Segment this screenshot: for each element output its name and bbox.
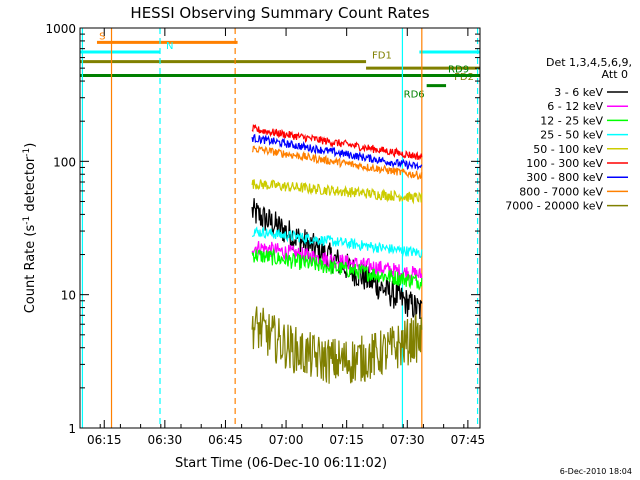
y-tick-label-3: 1000 xyxy=(45,22,76,36)
legend-label-3: 25 - 50 keV xyxy=(540,129,603,142)
flag-label-fd2: FD2 xyxy=(454,72,474,83)
x-tick-label-3: 07:00 xyxy=(269,433,304,447)
legend-label-8: 7000 - 20000 keV xyxy=(505,200,603,213)
series-line-1 xyxy=(251,241,423,282)
y-label-sup-2: -1 xyxy=(22,148,32,157)
plot-frame xyxy=(79,27,481,429)
flag-label-rd6: RD6 xyxy=(404,90,425,101)
y-axis-label: Count Rate (s-1 detector-1) xyxy=(22,143,38,314)
legend-label-6: 300 - 800 keV xyxy=(526,171,603,184)
series-line-6 xyxy=(251,133,423,171)
y-label-part-3: ) xyxy=(23,143,38,148)
y-tick-label-1: 10 xyxy=(61,289,76,303)
series-layer xyxy=(251,123,423,384)
legend-label-5: 100 - 300 keV xyxy=(526,157,603,170)
x-tick-label-5: 07:30 xyxy=(390,433,425,447)
y-label-part-1: Count Rate (s xyxy=(23,225,38,314)
flag-label-n: N xyxy=(166,41,173,52)
y-label-part-2: detector xyxy=(23,156,38,216)
series-line-0 xyxy=(251,198,423,320)
axis-ticks: 06:15 06:30 06:45 07:00 07:15 07:30 07:45 1 10 10… xyxy=(45,22,485,447)
x-tick-label-4: 07:15 xyxy=(329,433,364,447)
series-line-5 xyxy=(251,123,423,161)
legend-label-1: 6 - 12 keV xyxy=(547,100,603,113)
legend-header-line-2: Att 0 xyxy=(602,68,628,81)
x-axis-label: Start Time (06-Dec-10 06:11:02) xyxy=(175,456,387,471)
chart-title: HESSI Observing Summary Count Rates xyxy=(130,4,429,22)
x-tick-label-6: 07:45 xyxy=(451,433,486,447)
series-line-3 xyxy=(252,226,423,259)
flag-label-s: S xyxy=(99,31,105,42)
series-line-8 xyxy=(251,306,423,384)
x-tick-label-1: 06:30 xyxy=(148,433,183,447)
legend-label-2: 12 - 25 keV xyxy=(540,114,603,127)
legend-label-4: 50 - 100 keV xyxy=(533,143,603,156)
event-lines xyxy=(81,28,479,428)
x-tick-label-0: 06:15 xyxy=(87,433,122,447)
y-label-sup-1: -1 xyxy=(22,216,32,225)
series-line-7 xyxy=(251,145,423,180)
legend-label-0: 3 - 6 keV xyxy=(554,86,603,99)
y-tick-label-0: 1 xyxy=(68,422,76,436)
x-tick-label-2: 06:45 xyxy=(208,433,243,447)
y-tick-label-2: 100 xyxy=(53,155,76,169)
flag-label-rd9: RD9 xyxy=(448,65,469,76)
legend-label-7: 800 - 7000 keV xyxy=(519,185,603,198)
footer-timestamp: 6-Dec-2010 18:04 xyxy=(560,467,632,476)
legend-header-line-1: Det 1,3,4,5,6,9, xyxy=(546,56,632,69)
series-line-2 xyxy=(251,247,423,291)
series-line-4 xyxy=(251,179,423,205)
flag-label-fd1: FD1 xyxy=(372,51,392,62)
